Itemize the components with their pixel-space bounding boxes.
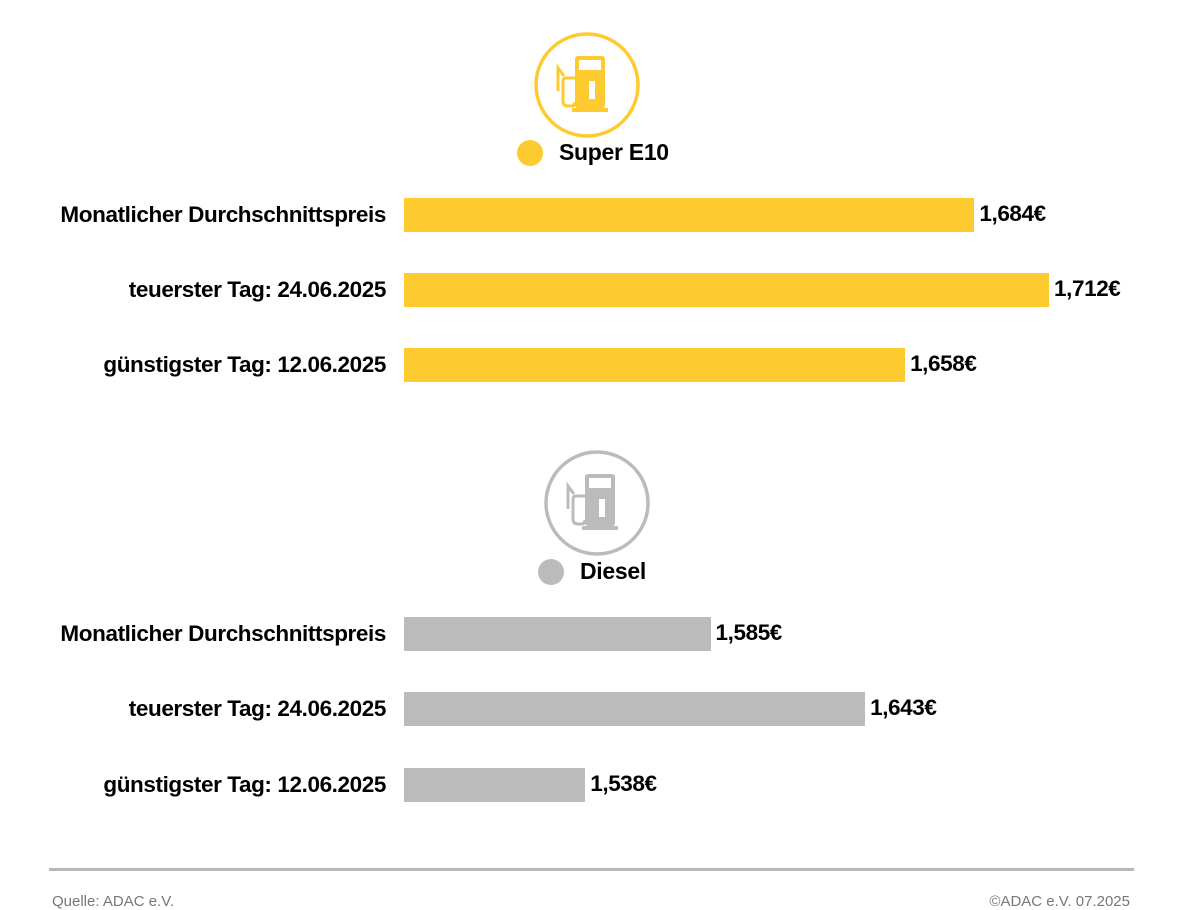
- super-row-label-min: günstigster Tag: 12.06.2025: [103, 352, 386, 377]
- diesel-row-label-max: teuerster Tag: 24.06.2025: [128, 696, 387, 721]
- footer-source: Quelle: ADAC e.V.: [52, 893, 175, 910]
- super-value-min: 1,658€: [910, 351, 977, 376]
- super-bar-avg: [404, 198, 975, 232]
- legend-label-diesel: Diesel: [580, 558, 646, 584]
- diesel-bar-avg: [404, 617, 711, 651]
- diesel-row-label-min: günstigster Tag: 12.06.2025: [103, 772, 386, 797]
- diesel-row-label-avg: Monatlicher Durchschnittspreis: [60, 621, 386, 646]
- diesel-value-avg: 1,585€: [715, 620, 783, 645]
- super-value-avg: 1,684€: [979, 201, 1046, 226]
- super-row-label-avg: Monatlicher Durchschnittspreis: [60, 202, 386, 227]
- fuel-pump-icon: [534, 32, 640, 138]
- diesel-bar-min: [404, 768, 586, 802]
- diesel-bar-max: [404, 692, 866, 726]
- diesel-value-max: 1,643€: [870, 695, 937, 720]
- legend-label-super: Super E10: [559, 139, 669, 165]
- footer-copyright: ©ADAC e.V. 07.2025: [989, 893, 1130, 910]
- diesel-icon-circle: [543, 449, 651, 557]
- super-bar-max: [404, 273, 1049, 307]
- legend-super-e10: Super E10: [517, 139, 669, 166]
- fuel-pump-icon: [544, 450, 650, 556]
- super-bar-min: [404, 348, 906, 382]
- legend-dot-super: [517, 139, 543, 166]
- legend-dot-diesel: [538, 558, 564, 585]
- super-e10-icon-circle: [533, 31, 641, 139]
- diesel-value-min: 1,538€: [590, 771, 657, 796]
- super-row-label-max: teuerster Tag: 24.06.2025: [128, 277, 387, 302]
- footer-divider: [49, 868, 1134, 871]
- super-value-max: 1,712€: [1054, 276, 1121, 301]
- legend-diesel: Diesel: [538, 558, 646, 585]
